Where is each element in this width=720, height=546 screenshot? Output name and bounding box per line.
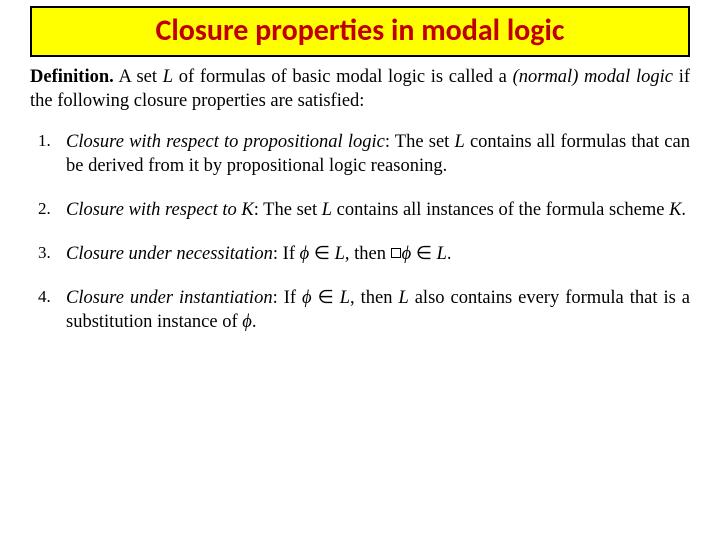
math-set-L: L	[322, 200, 332, 220]
math-phi: ϕ	[300, 244, 310, 264]
item-body: Closure with respect to propositional lo…	[66, 130, 690, 178]
definition-mid: of formulas of basic modal logic is call…	[173, 67, 513, 87]
item-text: .	[252, 312, 257, 332]
item-subtitle: Closure with respect to propositional lo…	[66, 132, 385, 152]
definition-pre: A set	[114, 67, 163, 87]
math-in: ∈	[411, 244, 436, 264]
math-set-L: L	[398, 288, 408, 308]
item-text: , then	[345, 244, 391, 264]
list-item: 4. Closure under instantiation: If ϕ ∈ L…	[38, 286, 690, 334]
item-text: : If	[273, 288, 302, 308]
item-text: .	[681, 200, 686, 220]
item-text: , then	[350, 288, 398, 308]
math-phi: ϕ	[302, 288, 312, 308]
math-set-L: L	[437, 244, 447, 264]
math-K: K	[241, 200, 253, 220]
item-number: 2.	[38, 198, 66, 222]
definition-paragraph: Definition. A set L of formulas of basic…	[30, 65, 690, 114]
closure-properties-list: 1. Closure with respect to propositional…	[30, 130, 690, 334]
item-text: : If	[273, 244, 300, 264]
item-text: : The set	[385, 132, 455, 152]
math-in: ∈	[312, 288, 340, 308]
definition-term: (normal) modal logic	[513, 67, 673, 87]
slide-title: Closure properties in modal logic	[156, 12, 565, 49]
item-subtitle: Closure under instantiation	[66, 288, 273, 308]
math-phi: ϕ	[242, 312, 252, 332]
math-K: K	[669, 200, 681, 220]
definition-label: Definition.	[30, 67, 114, 87]
item-subtitle-text: Closure with respect to	[66, 200, 241, 220]
math-set-L: L	[340, 288, 350, 308]
item-text: .	[447, 244, 452, 264]
item-subtitle: Closure with respect to K	[66, 200, 254, 220]
math-set-L: L	[454, 132, 464, 152]
content-area: Definition. A set L of formulas of basic…	[0, 57, 720, 334]
item-number: 4.	[38, 286, 66, 334]
item-text: contains all instances of the formula sc…	[332, 200, 669, 220]
math-set-L: L	[335, 244, 345, 264]
math-phi: ϕ	[402, 244, 412, 264]
necessity-box-icon	[391, 248, 401, 258]
item-subtitle: Closure under necessitation	[66, 244, 273, 264]
math-set-L: L	[163, 67, 173, 87]
item-number: 3.	[38, 242, 66, 266]
list-item: 1. Closure with respect to propositional…	[38, 130, 690, 178]
title-bar: Closure properties in modal logic	[30, 6, 690, 57]
item-number: 1.	[38, 130, 66, 178]
item-body: Closure under necessitation: If ϕ ∈ L, t…	[66, 242, 690, 266]
list-item: 3. Closure under necessitation: If ϕ ∈ L…	[38, 242, 690, 266]
item-body: Closure under instantiation: If ϕ ∈ L, t…	[66, 286, 690, 334]
item-body: Closure with respect to K: The set L con…	[66, 198, 690, 222]
math-in: ∈	[309, 244, 334, 264]
list-item: 2. Closure with respect to K: The set L …	[38, 198, 690, 222]
item-text: : The set	[254, 200, 322, 220]
